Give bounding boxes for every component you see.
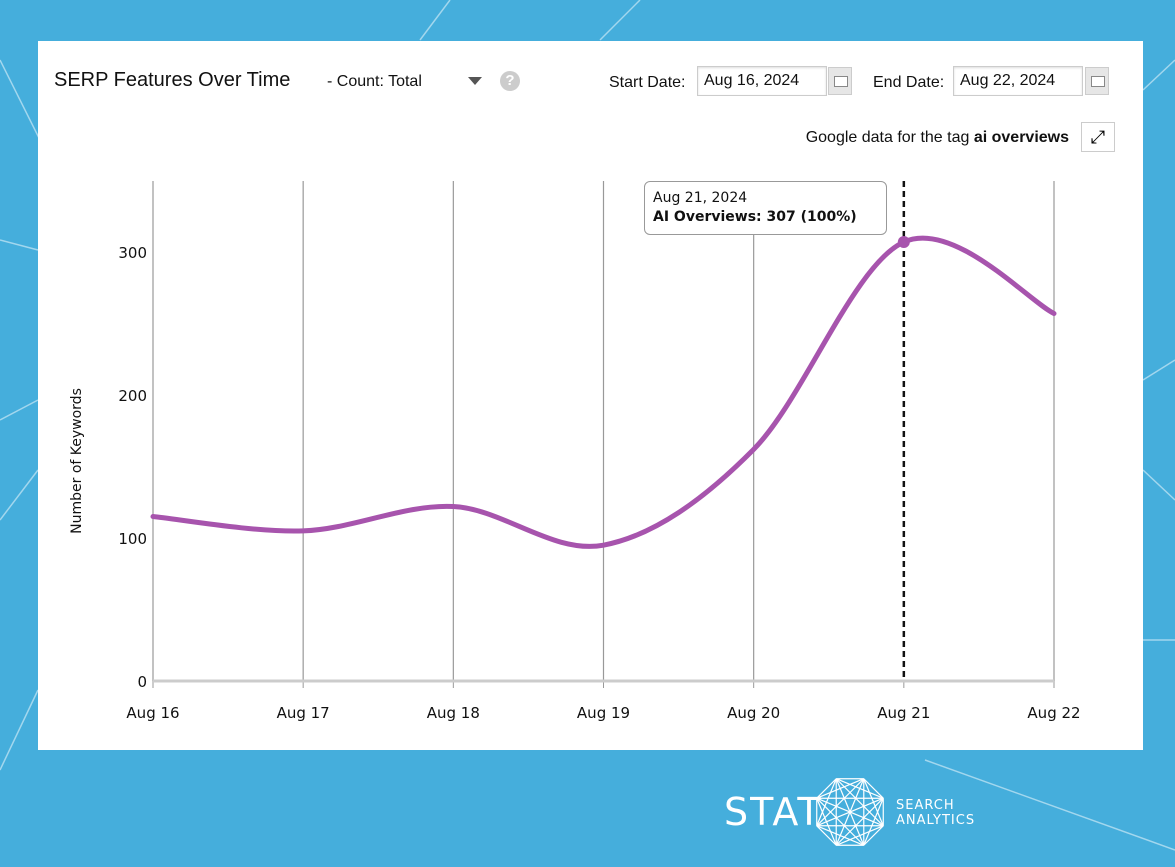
tooltip-date: Aug 21, 2024: [653, 190, 748, 206]
start-date-label: Start Date:: [609, 74, 686, 91]
logo-brand: STAT: [724, 790, 823, 834]
chevron-down-icon[interactable]: [468, 77, 482, 85]
logo-line1: SEARCH: [896, 798, 955, 813]
x-tick-label: Aug 22: [1027, 704, 1080, 722]
chart-title: SERP Features Over Time: [54, 69, 291, 91]
y-tick-label: 100: [118, 530, 147, 548]
x-tick-label: Aug 19: [577, 704, 630, 722]
chart-panel: SERP Features Over Time - Count: Total ?…: [38, 41, 1143, 750]
x-tick-label: Aug 16: [126, 704, 179, 722]
expand-icon[interactable]: ⤢: [1081, 122, 1115, 152]
y-tick-label: 300: [118, 244, 147, 262]
x-tick-label: Aug 18: [427, 704, 480, 722]
y-axis-label: Number of Keywords: [69, 388, 85, 534]
start-date-input[interactable]: Aug 16, 2024: [697, 66, 827, 96]
tag-prefix: Google data for the tag: [805, 129, 974, 146]
data-point: [897, 235, 910, 248]
tooltip: Aug 21, 2024 AI Overviews: 307 (100%): [644, 181, 887, 235]
count-selector-label[interactable]: - Count: Total: [327, 73, 422, 90]
calendar-icon[interactable]: [1085, 67, 1109, 95]
tooltip-value: AI Overviews: 307 (100%): [653, 209, 857, 225]
logo-emblem-icon: [816, 778, 884, 846]
tag-description: Google data for the tag ai overviews: [806, 129, 1069, 147]
logo-tagline: SEARCH ANALYTICS: [896, 798, 975, 828]
calendar-icon[interactable]: [828, 67, 852, 95]
end-date-input[interactable]: Aug 22, 2024: [953, 66, 1083, 96]
y-tick-label: 0: [137, 673, 147, 691]
end-date-label: End Date:: [873, 74, 945, 91]
x-tick-label: Aug 20: [727, 704, 780, 722]
y-tick-label: 200: [118, 387, 147, 405]
x-tick-label: Aug 21: [877, 704, 930, 722]
logo-line2: ANALYTICS: [896, 813, 976, 828]
question-circle-icon[interactable]: ?: [500, 71, 520, 91]
line-chart: Aug 16 Aug 17 Aug 18 Aug 19 Aug 20 Aug 21 Aug …: [69, 181, 1081, 722]
x-tick-label: Aug 17: [277, 704, 330, 722]
tag-name: ai overviews: [973, 129, 1069, 146]
